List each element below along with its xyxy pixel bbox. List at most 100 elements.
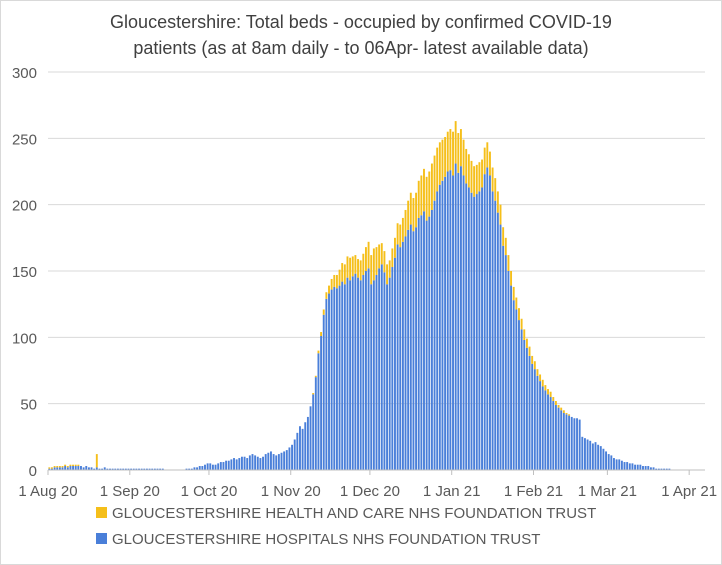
bar-hospitals-trust (222, 462, 225, 470)
bar-hospitals-trust (491, 191, 494, 470)
bar-hospitals-trust (631, 463, 634, 470)
bar-hospitals-trust (280, 452, 283, 470)
bar-hospitals-trust (462, 175, 465, 471)
bar-hospitals-trust (322, 314, 325, 470)
y-axis: 0 50 100 150 200 250 300 (12, 65, 37, 480)
legend: GLOUCESTERSHIRE HEALTH AND CARE NHS FOUN… (96, 505, 596, 548)
bar-hospitals-trust (270, 451, 272, 470)
bar-hospitals-trust (412, 231, 415, 470)
bar-hospitals-trust (359, 280, 362, 470)
bar-hospitals-trust (531, 363, 534, 470)
bar-hospitals-trust (459, 166, 462, 470)
bar-hospitals-trust (365, 271, 367, 470)
bar-health-care-trust (51, 467, 53, 469)
bar-hospitals-trust (122, 468, 125, 470)
bar-hospitals-trust (127, 468, 130, 470)
bar-hospitals-trust (325, 298, 328, 470)
x-tick-label: 1 Jan 21 (423, 483, 481, 500)
bar-hospitals-trust (248, 455, 251, 470)
bar-hospitals-trust (634, 464, 637, 470)
bar-hospitals-trust (119, 468, 122, 470)
bar-hospitals-trust (82, 467, 85, 470)
bar-hospitals-trust (53, 467, 56, 470)
bar-hospitals-trust (655, 468, 658, 470)
bar-hospitals-trust (111, 468, 114, 470)
bar-hospitals-trust (510, 285, 513, 470)
bar-hospitals-trust (557, 407, 560, 470)
bar-hospitals-trust (581, 436, 584, 470)
bar-hospitals-trust (446, 171, 449, 470)
bar-health-care-trust (412, 198, 415, 232)
bar-hospitals-trust (77, 466, 80, 470)
bar-hospitals-trust (48, 468, 51, 470)
bar-hospitals-trust (386, 284, 388, 470)
bar-health-care-trust (359, 260, 362, 281)
bar-hospitals-trust (217, 463, 220, 470)
bar-health-care-trust (470, 160, 473, 193)
bar-hospitals-trust (436, 191, 439, 470)
bar-health-care-trust (512, 286, 515, 301)
bar-health-care-trust (415, 192, 418, 228)
bar-health-care-trust (518, 308, 520, 321)
bar-hospitals-trust (441, 180, 444, 471)
bar-hospitals-trust (243, 456, 246, 470)
bar-hospitals-trust (372, 280, 375, 470)
bar-health-care-trust (473, 166, 476, 197)
bar-health-care-trust (58, 466, 61, 468)
bar-health-care-trust (444, 137, 447, 177)
bar-health-care-trust (362, 253, 365, 275)
bar-hospitals-trust (259, 458, 262, 470)
bar-health-care-trust (502, 227, 505, 246)
bar-health-care-trust (74, 464, 77, 467)
bar-hospitals-trust (486, 167, 489, 470)
bar-hospitals-trust (380, 264, 383, 470)
bar-hospitals-trust (370, 284, 373, 470)
bar-hospitals-trust (367, 268, 370, 470)
bar-health-care-trust (430, 163, 433, 210)
y-tick-label: 0 (29, 463, 37, 480)
bar-health-care-trust (343, 264, 346, 285)
bar-health-care-trust (365, 247, 367, 271)
bar-hospitals-trust (306, 416, 309, 470)
bar-hospitals-trust (623, 462, 626, 470)
bar-health-care-trust (372, 248, 375, 281)
bar-hospitals-trust (254, 455, 257, 470)
bar-hospitals-trust (613, 458, 615, 470)
bar-hospitals-trust (554, 404, 557, 470)
bar-hospitals-trust (148, 468, 151, 470)
bar-health-care-trust (523, 329, 526, 340)
bar-hospitals-trust (483, 174, 486, 470)
legend-swatch (96, 507, 107, 518)
bar-health-care-trust (388, 260, 391, 278)
bar-hospitals-trust (544, 390, 547, 470)
bar-hospitals-trust (523, 339, 526, 470)
bar-hospitals-trust (449, 170, 452, 471)
bar-hospitals-trust (626, 462, 629, 470)
bar-hospitals-trust (312, 394, 315, 470)
bar-health-care-trust (354, 255, 357, 274)
bar-hospitals-trust (515, 309, 518, 470)
bar-health-care-trust (452, 131, 454, 176)
bar-hospitals-trust (275, 455, 278, 470)
bar-hospitals-trust (354, 273, 357, 470)
bar-health-care-trust (383, 251, 386, 273)
bar-health-care-trust (314, 375, 317, 378)
bar-hospitals-trust (494, 200, 497, 470)
bar-health-care-trust (320, 332, 323, 337)
bar-hospitals-trust (438, 184, 441, 470)
bar-hospitals-trust (504, 255, 507, 470)
bar-hospitals-trust (657, 468, 660, 470)
bar-hospitals-trust (291, 444, 294, 470)
x-tick-label: 1 Apr 21 (661, 483, 717, 500)
bar-hospitals-trust (159, 468, 162, 470)
bar-hospitals-trust (396, 244, 399, 470)
bar-hospitals-trust (116, 468, 119, 470)
bar-hospitals-trust (211, 464, 214, 470)
bar-hospitals-trust (499, 224, 502, 470)
bar-hospitals-trust (660, 468, 663, 470)
bar-hospitals-trust (615, 459, 618, 470)
bar-hospitals-trust (473, 196, 476, 470)
bar-hospitals-trust (663, 468, 666, 470)
bar-hospitals-trust (61, 467, 64, 470)
bar-health-care-trust (557, 404, 560, 408)
